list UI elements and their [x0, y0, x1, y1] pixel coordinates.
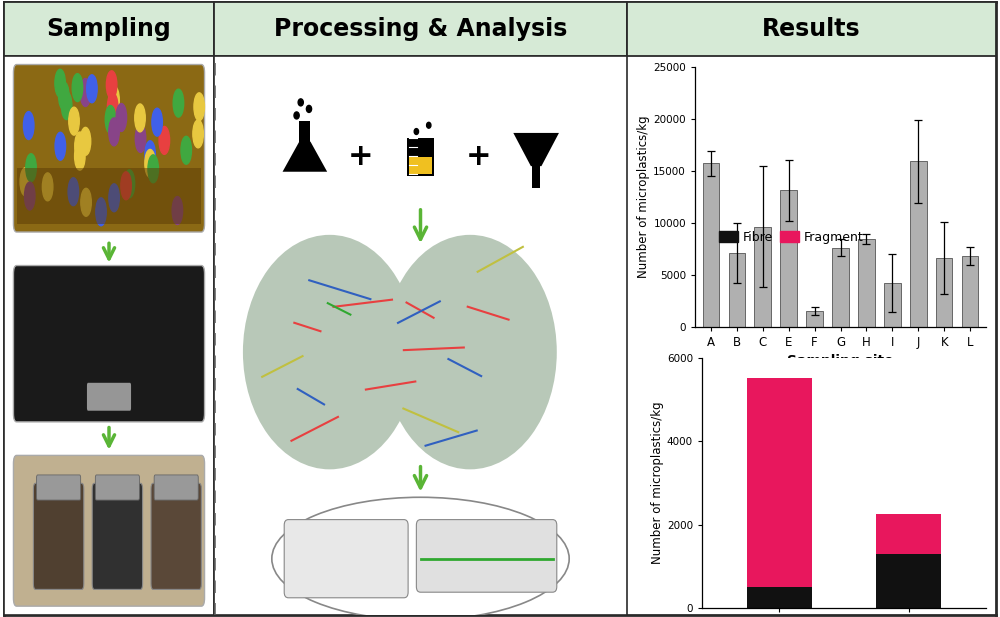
Circle shape	[83, 183, 94, 211]
Circle shape	[383, 235, 557, 470]
Circle shape	[72, 189, 83, 217]
Circle shape	[55, 94, 66, 122]
Ellipse shape	[272, 497, 569, 617]
Circle shape	[76, 155, 87, 183]
Circle shape	[143, 171, 154, 199]
Circle shape	[92, 101, 103, 129]
Bar	[747, 378, 812, 587]
Circle shape	[294, 112, 299, 119]
Circle shape	[22, 186, 32, 214]
Bar	[832, 247, 849, 326]
Circle shape	[123, 152, 134, 180]
Circle shape	[243, 235, 416, 470]
Text: Results: Results	[762, 17, 861, 41]
Circle shape	[27, 176, 38, 204]
FancyBboxPatch shape	[33, 483, 84, 589]
Circle shape	[149, 78, 160, 106]
Bar	[876, 554, 941, 608]
FancyBboxPatch shape	[13, 65, 205, 232]
Text: +: +	[466, 142, 491, 171]
Bar	[962, 256, 978, 326]
Circle shape	[36, 161, 47, 189]
Circle shape	[145, 193, 156, 220]
Bar	[884, 283, 901, 326]
Circle shape	[25, 206, 36, 234]
Legend: Fibre, Fragment: Fibre, Fragment	[714, 226, 869, 249]
FancyBboxPatch shape	[416, 520, 557, 592]
Bar	[806, 311, 823, 326]
Circle shape	[16, 201, 27, 229]
Bar	[910, 161, 927, 326]
Circle shape	[111, 165, 122, 193]
Circle shape	[414, 128, 419, 135]
Bar	[780, 191, 797, 326]
Circle shape	[74, 66, 84, 94]
Circle shape	[128, 173, 138, 201]
Text: +: +	[348, 142, 373, 171]
FancyBboxPatch shape	[37, 475, 81, 500]
Y-axis label: Number of microplastics/kg: Number of microplastics/kg	[637, 115, 650, 278]
Circle shape	[298, 99, 303, 106]
Text: Processing & Analysis: Processing & Analysis	[274, 17, 567, 41]
Bar	[876, 515, 941, 554]
Circle shape	[47, 201, 58, 229]
Circle shape	[74, 193, 84, 221]
FancyBboxPatch shape	[284, 520, 408, 598]
Bar	[532, 166, 540, 188]
Circle shape	[163, 82, 173, 110]
Polygon shape	[513, 133, 559, 166]
Circle shape	[80, 78, 90, 106]
Bar	[754, 227, 771, 326]
Circle shape	[306, 106, 312, 112]
Circle shape	[427, 122, 431, 128]
Bar	[407, 138, 434, 175]
Y-axis label: Number of microplastics/kg: Number of microplastics/kg	[651, 402, 664, 565]
Circle shape	[46, 68, 56, 97]
Bar	[299, 122, 310, 141]
Bar	[858, 239, 875, 326]
Circle shape	[114, 187, 125, 215]
Circle shape	[24, 157, 34, 185]
Bar	[747, 587, 812, 608]
Bar	[936, 258, 952, 326]
Circle shape	[140, 199, 151, 226]
FancyBboxPatch shape	[92, 483, 143, 589]
Circle shape	[42, 74, 52, 102]
Circle shape	[177, 164, 187, 191]
Circle shape	[15, 194, 26, 222]
Circle shape	[144, 117, 155, 145]
Text: Sampling: Sampling	[47, 17, 171, 41]
Circle shape	[147, 144, 157, 173]
Circle shape	[107, 80, 117, 107]
FancyBboxPatch shape	[13, 455, 205, 606]
FancyBboxPatch shape	[95, 475, 139, 500]
Circle shape	[84, 110, 95, 138]
Bar	[729, 253, 745, 326]
Circle shape	[78, 170, 89, 198]
FancyBboxPatch shape	[151, 483, 201, 589]
Circle shape	[106, 67, 116, 95]
Circle shape	[156, 65, 166, 94]
Circle shape	[135, 189, 146, 217]
FancyBboxPatch shape	[154, 475, 198, 500]
Polygon shape	[283, 141, 327, 172]
Circle shape	[80, 92, 91, 120]
Circle shape	[139, 100, 149, 128]
FancyBboxPatch shape	[13, 265, 205, 422]
Circle shape	[31, 149, 41, 178]
FancyBboxPatch shape	[87, 383, 131, 411]
Bar	[409, 157, 432, 174]
Bar	[703, 164, 719, 326]
X-axis label: Sampling site: Sampling site	[787, 354, 894, 368]
Circle shape	[14, 119, 24, 147]
FancyBboxPatch shape	[17, 168, 201, 223]
